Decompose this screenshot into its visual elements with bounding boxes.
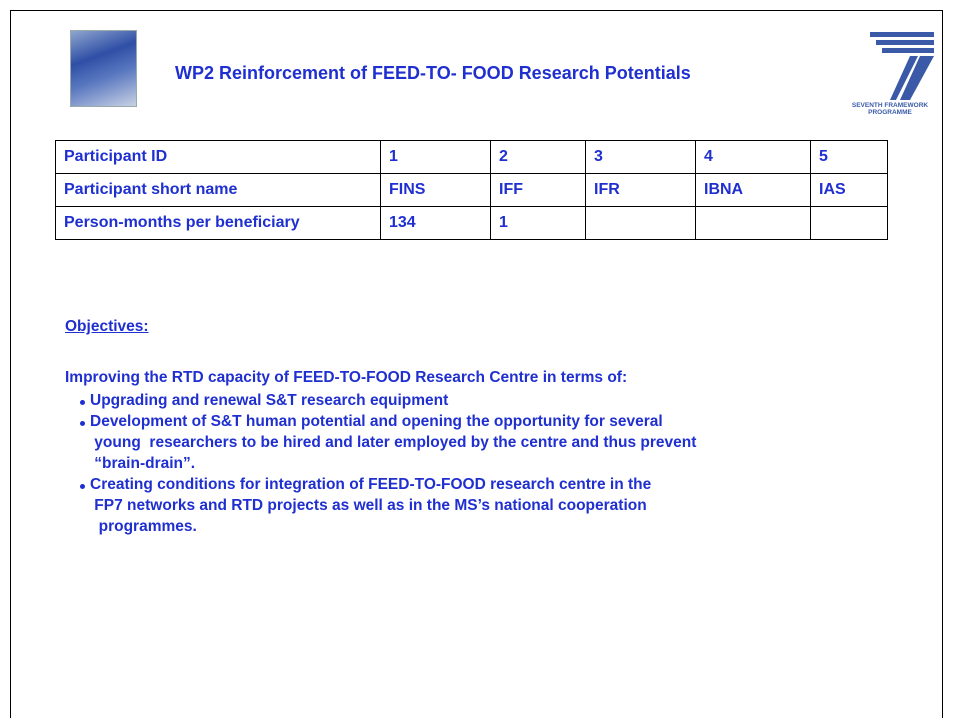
- objectives-heading: Objectives:: [65, 318, 149, 335]
- table-cell: [695, 206, 811, 240]
- table-cell: IFF: [490, 173, 586, 207]
- table-cell: 2: [490, 140, 586, 174]
- table-cell: FINS: [380, 173, 491, 207]
- bullet-line: Creating conditions for integration of F…: [90, 476, 652, 493]
- table-cell: [810, 206, 888, 240]
- bullet-line: Upgrading and renewal S&T research equip…: [90, 392, 449, 409]
- table-cell: 5: [810, 140, 888, 174]
- fp7-logo: SEVENTH FRAMEWORK PROGRAMME: [840, 28, 940, 118]
- table-row: Participant short name FINS IFF IFR IBNA IAS: [55, 173, 888, 207]
- table-cell: Participant short name: [55, 173, 381, 207]
- table-row: Participant ID 1 2 3 4 5: [55, 140, 888, 174]
- table-row: Person-months per beneficiary 134 1: [55, 206, 888, 240]
- logo-text: PROGRAMME: [868, 109, 912, 116]
- table-cell: 4: [695, 140, 811, 174]
- bullet-line: programmes.: [90, 518, 197, 535]
- table-cell: 3: [585, 140, 696, 174]
- bullet-line: “brain-drain”.: [90, 455, 196, 472]
- bullet-dot: [80, 421, 85, 426]
- bullet-dot: [80, 400, 85, 405]
- fp7-seven: [870, 32, 934, 100]
- logo-text: SEVENTH FRAMEWORK: [851, 102, 929, 109]
- table-cell: Participant ID: [55, 140, 381, 174]
- table-cell: IAS: [810, 173, 888, 207]
- table-cell: IBNA: [695, 173, 811, 207]
- flag-image: [70, 30, 137, 107]
- table-cell: Person-months per beneficiary: [55, 206, 381, 240]
- slide-title: WP2 Reinforcement of FEED-TO- FOOD Resea…: [175, 63, 691, 83]
- objectives-intro: Improving the RTD capacity of FEED-TO-FO…: [65, 369, 628, 386]
- slide-frame: [10, 10, 943, 718]
- table-cell: [585, 206, 696, 240]
- bullet-line: young researchers to be hired and later …: [90, 434, 697, 451]
- table-cell: 134: [380, 206, 491, 240]
- participant-table: Participant ID 1 2 3 4 5 Participant short nam…: [55, 140, 888, 240]
- table-cell: IFR: [585, 173, 696, 207]
- bullet-dot: [80, 484, 85, 489]
- bullet-line: Development of S&T human potential and o…: [90, 413, 663, 430]
- table-cell: 1: [490, 206, 586, 240]
- table-cell: 1: [380, 140, 491, 174]
- bullet-line: FP7 networks and RTD projects as well as…: [90, 497, 647, 514]
